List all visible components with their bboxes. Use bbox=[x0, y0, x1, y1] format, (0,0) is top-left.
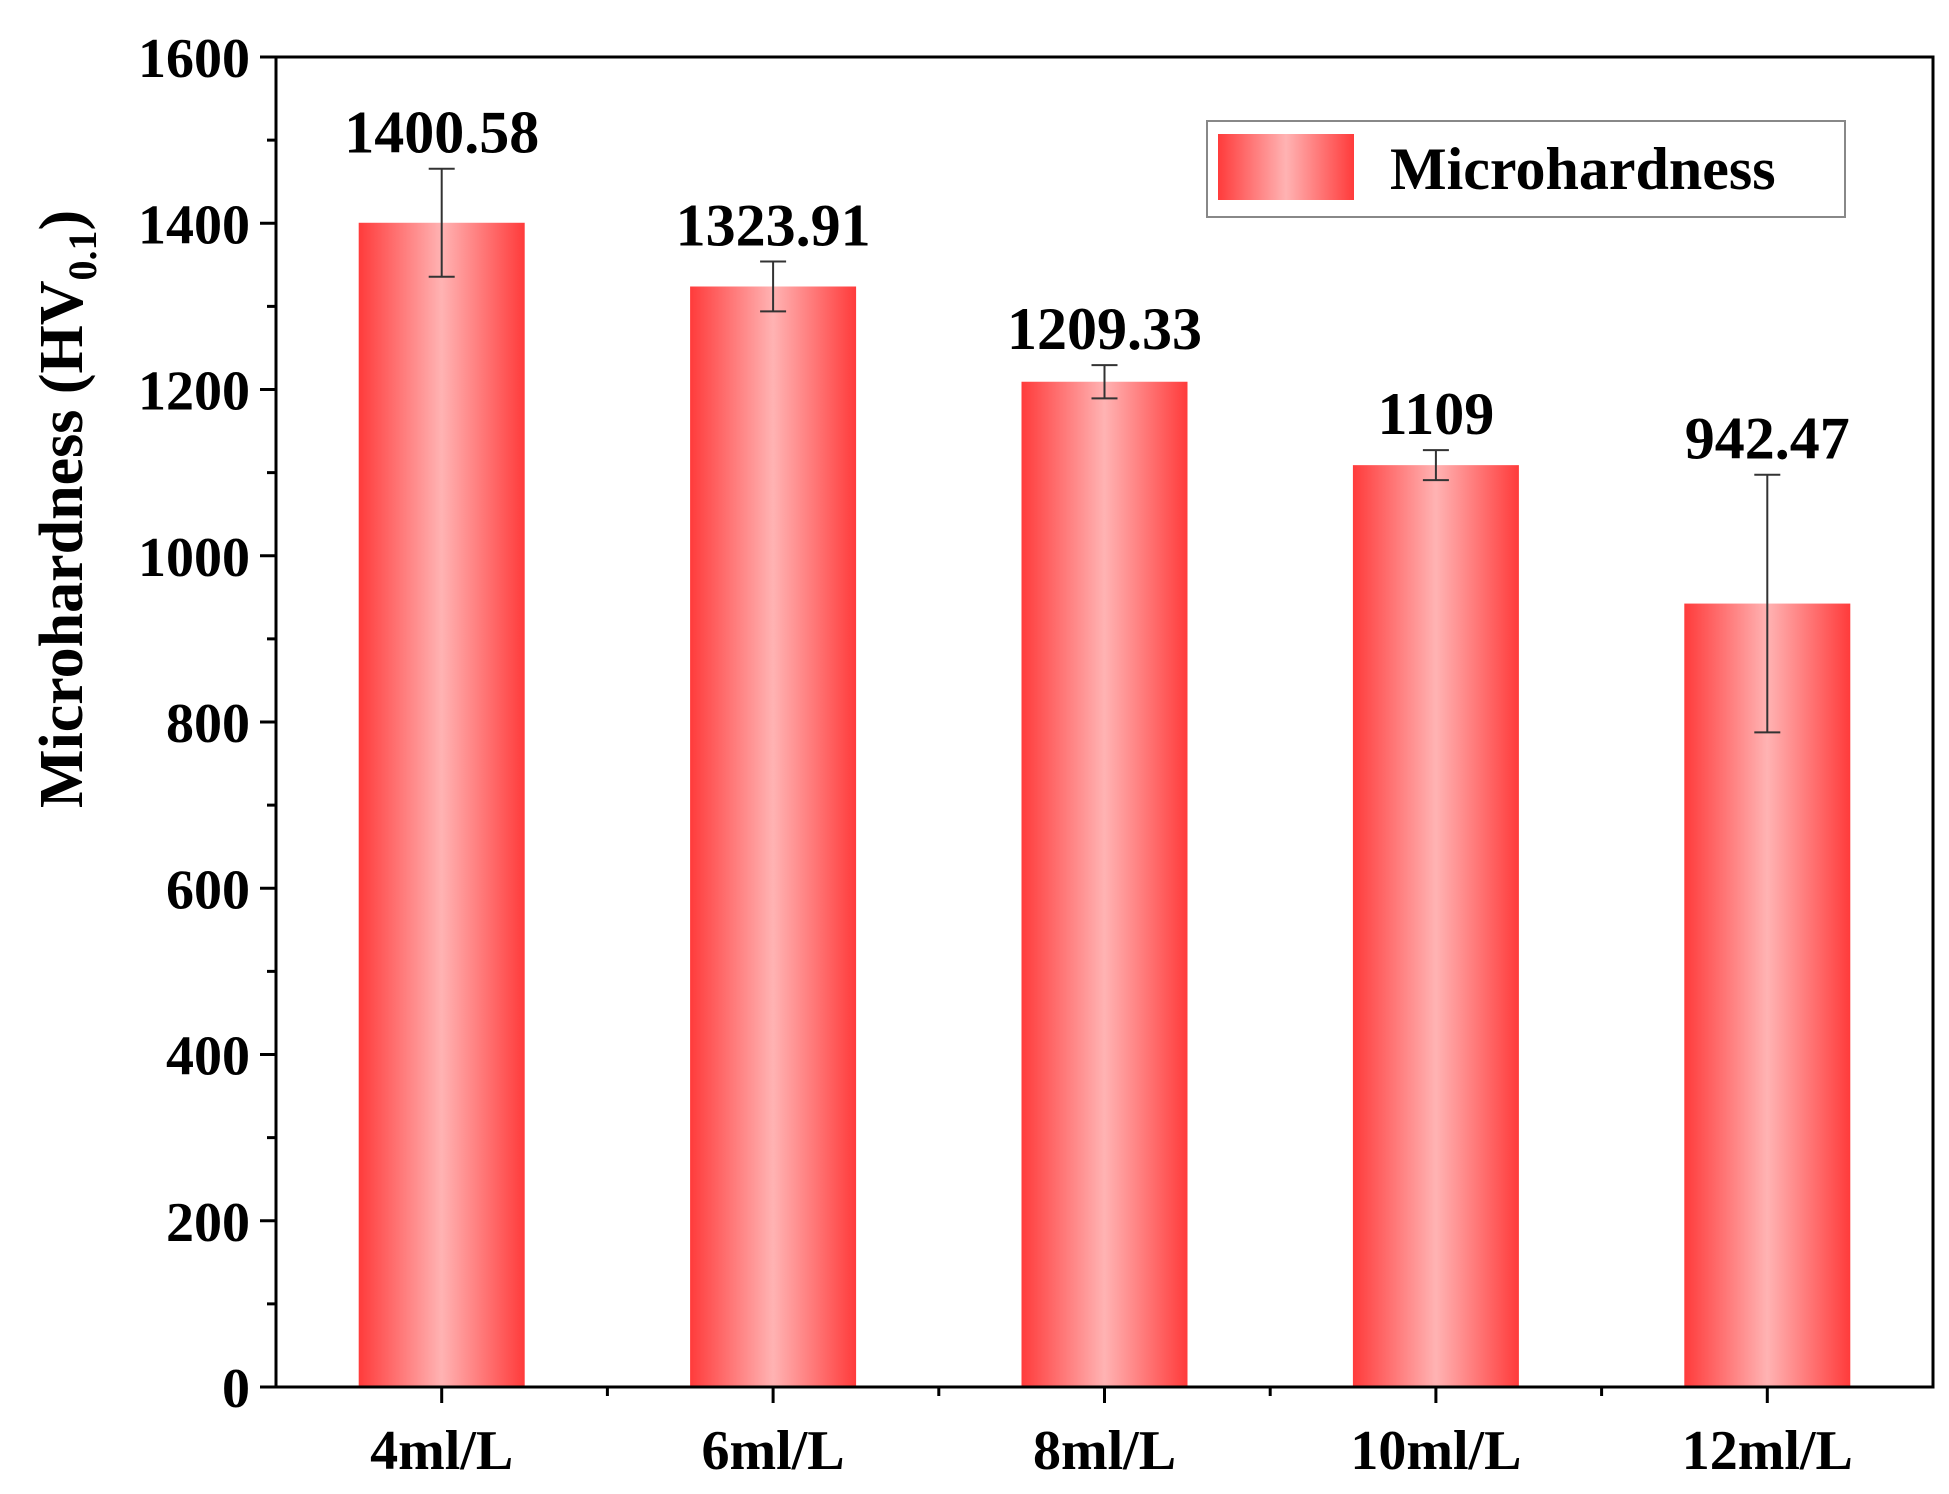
legend-label: Microhardness bbox=[1390, 136, 1776, 202]
bars-group bbox=[358, 222, 1851, 1388]
error-bars-group bbox=[428, 167, 1781, 734]
y-tick-label-0: 0 bbox=[222, 1358, 250, 1420]
data-label-12ml/L: 942.47 bbox=[1685, 406, 1850, 472]
data-labels-group: 1400.58 1323.91 1209.33 1109 942.47 bbox=[344, 100, 1850, 472]
x-tick-label-12ml/L: 12ml/L bbox=[1682, 1420, 1853, 1482]
y-tick-label-1000: 1000 bbox=[138, 527, 250, 589]
y-tick-label-200: 200 bbox=[166, 1192, 250, 1254]
bar-6ml/L bbox=[690, 286, 857, 1388]
axes-group: 0 200 400 600 800 1000 1200 1400 1600 4ml/L 6ml/L 8… bbox=[138, 28, 1935, 1482]
x-tick-label-6ml/L: 6ml/L bbox=[702, 1420, 845, 1482]
bar-10ml/L bbox=[1352, 465, 1519, 1387]
y-axis-label: Microhardness (HV0.1) bbox=[28, 210, 105, 808]
y-tick-label-800: 800 bbox=[166, 693, 250, 755]
bar-4ml/L bbox=[358, 222, 525, 1388]
legend: Microhardness bbox=[1206, 120, 1846, 218]
data-label-6ml/L: 1323.91 bbox=[676, 193, 871, 259]
data-label-10ml/L: 1109 bbox=[1378, 381, 1495, 447]
bar-8ml/L bbox=[1021, 381, 1188, 1387]
y-tick-label-1400: 1400 bbox=[138, 194, 250, 256]
y-axis-label-subscript: 0.1 bbox=[60, 230, 105, 280]
y-tick-label-600: 600 bbox=[166, 859, 250, 921]
y-axis-label-close: ) bbox=[28, 210, 96, 231]
x-tick-label-10ml/L: 10ml/L bbox=[1350, 1420, 1521, 1482]
bar-12ml/L bbox=[1684, 603, 1851, 1387]
data-label-4ml/L: 1400.58 bbox=[344, 100, 539, 166]
legend-swatch bbox=[1218, 134, 1354, 200]
y-tick-label-1600: 1600 bbox=[138, 28, 250, 90]
data-label-8ml/L: 1209.33 bbox=[1007, 296, 1202, 362]
y-tick-label-400: 400 bbox=[166, 1026, 250, 1088]
x-tick-label-8ml/L: 8ml/L bbox=[1033, 1420, 1176, 1482]
y-axis-label-main: Microhardness (HV bbox=[28, 280, 96, 808]
x-tick-label-4ml/L: 4ml/L bbox=[370, 1420, 513, 1482]
y-tick-label-1200: 1200 bbox=[138, 361, 250, 423]
